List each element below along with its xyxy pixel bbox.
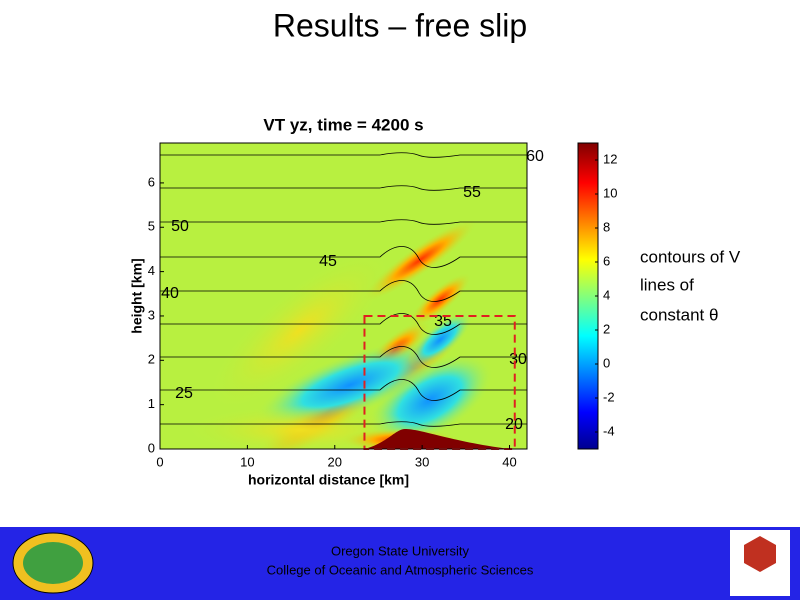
- y-tick-label: 2: [148, 352, 155, 367]
- x-axis-label: horizontal distance [km]: [248, 472, 409, 488]
- contour-label: 40: [161, 285, 179, 302]
- colorbar-tick-label: 2: [603, 321, 610, 336]
- y-tick-label: 0: [148, 440, 155, 455]
- x-tick-label: 0: [156, 454, 163, 469]
- colorbar-tick-label: 10: [603, 185, 617, 200]
- y-tick-label: 4: [148, 263, 155, 278]
- colorbar-tick-label: 12: [603, 151, 617, 166]
- footer-text: Oregon State University: [331, 543, 470, 558]
- y-tick-label: 3: [148, 307, 155, 322]
- field-shade: [407, 311, 473, 369]
- theta-line: [160, 185, 527, 191]
- slide-title: Results – free slip: [273, 7, 527, 43]
- y-axis-label: height [km]: [129, 258, 145, 333]
- colorbar-tick-label: -4: [603, 423, 615, 438]
- contour-label: 55: [463, 184, 481, 201]
- footer-band: [0, 527, 800, 600]
- contour-label: 45: [319, 253, 337, 270]
- colorbar-tick-label: 6: [603, 253, 610, 268]
- colorbar-tick-label: 4: [603, 287, 610, 302]
- field: [160, 143, 527, 449]
- note: contours of V: [640, 247, 741, 266]
- theta-line: [160, 246, 527, 268]
- contour-label: 35: [434, 313, 452, 330]
- theta-line: [160, 313, 527, 335]
- colorbar-tick-label: -2: [603, 389, 615, 404]
- note: constant θ: [640, 305, 718, 324]
- plot-frame: [159, 142, 528, 450]
- x-tick-label: 20: [328, 454, 342, 469]
- logo-left-inner: [23, 542, 83, 584]
- x-tick-label: 30: [415, 454, 429, 469]
- theta-line: [160, 152, 527, 158]
- theta-line: [160, 219, 527, 225]
- theta-line: [160, 346, 527, 368]
- logo-right-mark: [744, 536, 776, 572]
- x-tick-label: 40: [502, 454, 516, 469]
- footer-text: College of Oceanic and Atmospheric Scien…: [267, 562, 534, 577]
- contour-label: 25: [175, 385, 193, 402]
- theta-line: [160, 280, 527, 302]
- colorbar-tick-label: 8: [603, 219, 610, 234]
- colorbar-tick-label: 0: [603, 355, 610, 370]
- terrain: [364, 429, 510, 449]
- contour-label: 30: [509, 351, 527, 368]
- field-shade: [204, 247, 396, 413]
- chart-title: VT yz, time = 4200 s: [263, 115, 423, 134]
- contour-label: 60: [526, 148, 544, 165]
- y-tick-label: 5: [148, 219, 155, 234]
- theta-line: [160, 379, 527, 401]
- y-tick-label: 6: [148, 174, 155, 189]
- x-tick-label: 10: [240, 454, 254, 469]
- field-shade: [408, 272, 472, 328]
- y-tick-label: 1: [148, 396, 155, 411]
- contour-label: 20: [505, 416, 523, 433]
- theta-line: [160, 421, 527, 427]
- contour-label: 50: [171, 218, 189, 235]
- note: lines of: [640, 275, 694, 294]
